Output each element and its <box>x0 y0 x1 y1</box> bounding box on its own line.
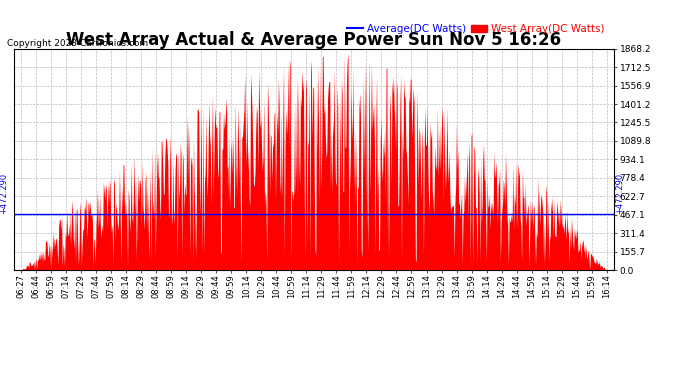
Title: West Array Actual & Average Power Sun Nov 5 16:26: West Array Actual & Average Power Sun No… <box>66 31 562 49</box>
Legend: Average(DC Watts), West Array(DC Watts): Average(DC Watts), West Array(DC Watts) <box>343 20 609 38</box>
Text: Copyright 2023 Cartronics.com: Copyright 2023 Cartronics.com <box>7 39 148 48</box>
Text: +472.290: +472.290 <box>615 173 624 214</box>
Text: +472.290: +472.290 <box>0 173 8 214</box>
